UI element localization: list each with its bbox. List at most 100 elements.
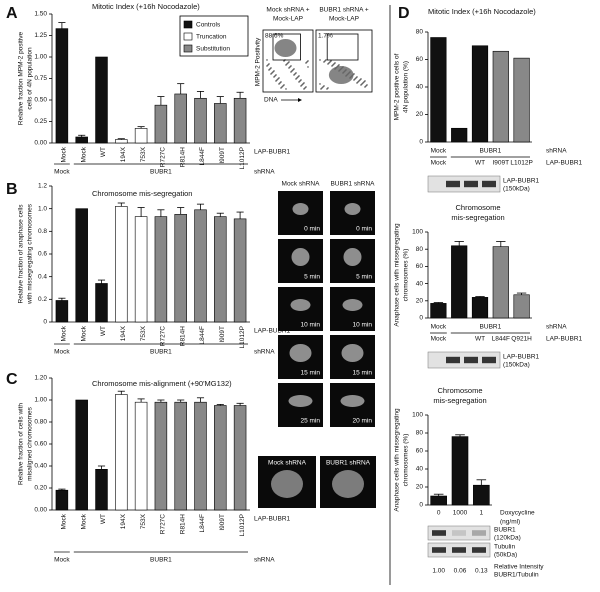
micro-time: 15 min: [352, 370, 372, 377]
flow-dot: [279, 82, 281, 84]
y-tick-label: 0: [43, 319, 47, 326]
y-axis-label: chromosomes (%): [403, 249, 410, 302]
bar: [75, 136, 88, 144]
group-row-label: shRNA: [254, 557, 275, 564]
y-tick-label: 1.00: [34, 397, 47, 404]
group-label: Mock: [54, 169, 70, 176]
bar: [55, 489, 69, 511]
micro-cell: [292, 203, 309, 215]
flow-dot: [364, 86, 366, 88]
y-tick-label: 60: [416, 263, 424, 270]
flow-dot: [273, 70, 275, 72]
flow-dot: [280, 81, 282, 83]
x-tick-label: R814H: [179, 147, 186, 168]
intensity-label: BUBR1/Tubulin: [494, 572, 539, 579]
flow-dot: [287, 62, 289, 64]
micro-column-label: BUBR1 shRNA: [330, 181, 375, 188]
micro-cell: [341, 344, 364, 362]
row-label: LAP-BUBR1: [254, 328, 291, 335]
intensity-label: Relative Intensity: [494, 564, 544, 571]
legend-label: Truncation: [196, 34, 227, 41]
x-tick-label: L844F: [199, 147, 206, 165]
blot-band: [472, 530, 486, 536]
flow-gate: [272, 33, 301, 61]
x-tick-label: 753X: [140, 146, 147, 162]
x-tick-label: Mock: [431, 336, 447, 343]
flow-dot: [300, 85, 302, 87]
flow-dot: [356, 82, 358, 84]
group-label: BUBR1: [150, 169, 172, 176]
bar: [95, 56, 108, 144]
flow-dot: [366, 84, 368, 86]
group-row-label: shRNA: [546, 324, 567, 331]
micro-time: 5 min: [304, 274, 320, 281]
flow-dot: [321, 87, 323, 89]
row-label: LAP-BUBR1: [546, 336, 583, 343]
x-axis-label: Doxycycline: [500, 510, 535, 517]
x-axis-label: (ng/ml): [500, 519, 520, 526]
legend-label: Substitution: [196, 46, 230, 53]
bar: [134, 128, 148, 144]
y-axis-label: Relative fraction of anaphase cells: [18, 204, 25, 304]
y-tick-label: 20: [416, 111, 424, 118]
bar: [194, 97, 207, 144]
legend-swatch: [183, 32, 193, 41]
x-tick-label: WT: [475, 160, 485, 167]
micro-time: 10 min: [352, 322, 372, 329]
chart-title: Mitotic Index (+16h Nocodazole): [92, 2, 200, 11]
flow-x-label: DNA: [264, 97, 278, 104]
legend-swatch: [183, 44, 193, 53]
flow-dot: [300, 79, 302, 81]
micro-cell: [288, 395, 313, 407]
flow-dot: [302, 83, 304, 85]
flow-dot: [276, 79, 278, 81]
y-tick-label: 0.25: [34, 118, 47, 125]
blot-band: [432, 530, 446, 536]
row-label: LAP-BUBR1: [546, 160, 583, 167]
flow-dot: [267, 64, 269, 66]
x-tick-label: L1012P: [239, 514, 246, 536]
blot-band: [464, 180, 478, 188]
group-row-label: shRNA: [254, 169, 275, 176]
flow-dot: [355, 77, 357, 79]
y-axis-label: Relative fraction MPM-2 positive: [18, 32, 25, 126]
flow-dot: [328, 62, 330, 64]
flow-dot: [268, 69, 270, 71]
bar: [473, 484, 490, 506]
flow-dot: [360, 84, 362, 86]
bar: [154, 216, 168, 323]
y-tick-label: 0.75: [34, 75, 47, 82]
bar: [430, 303, 447, 319]
bar: [451, 127, 468, 143]
flow-dot: [329, 61, 331, 63]
bar: [451, 436, 469, 506]
flow-dot: [305, 62, 307, 64]
x-tick-label: I909T: [219, 326, 226, 343]
flow-dot: [275, 74, 277, 76]
panel-label: C: [6, 371, 18, 388]
micro-cell: [342, 299, 363, 311]
blot-label: (150kDa): [503, 186, 530, 193]
group-row-label: shRNA: [546, 148, 567, 155]
flow-dot: [272, 71, 274, 73]
flow-dot: [354, 78, 356, 80]
micro-time: 20 min: [352, 418, 372, 425]
x-tick-label: R814H: [179, 514, 186, 535]
y-axis-label: Anaphase cells with missegregating: [394, 408, 401, 512]
y-axis-label: misaligned chromosomes: [27, 406, 34, 480]
x-tick-label: 0: [437, 510, 441, 517]
flow-title: Mock-LAP: [273, 16, 303, 23]
x-tick-label: Mock: [61, 325, 68, 341]
flow-dot: [274, 75, 276, 77]
flow-dot: [295, 78, 297, 80]
flow-dot: [286, 63, 288, 65]
micro-cell: [344, 203, 361, 215]
x-tick-label: WT: [100, 514, 107, 524]
bar: [174, 214, 187, 323]
x-tick-label: I909T: [219, 514, 226, 531]
flow-dot: [291, 70, 293, 72]
x-tick-label: Mock: [61, 146, 68, 162]
bar: [492, 50, 509, 143]
x-tick-label: L1012P: [239, 326, 246, 348]
blot-label: Tubulin: [494, 544, 515, 551]
